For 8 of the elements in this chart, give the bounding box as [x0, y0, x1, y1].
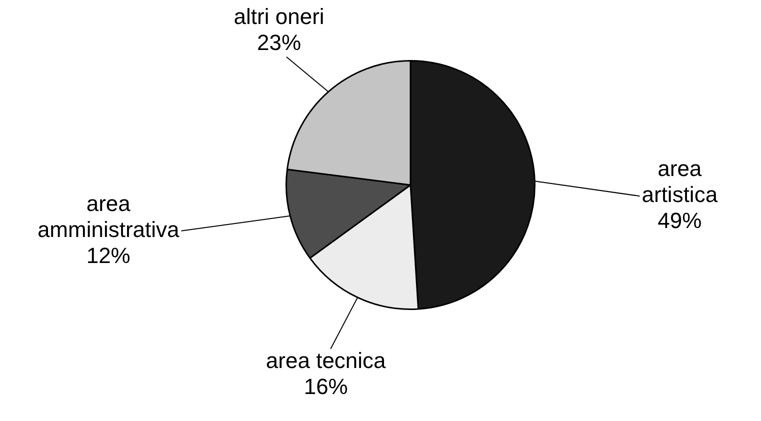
slice-label: altri oneri — [234, 4, 324, 29]
data-label: 49% — [658, 208, 702, 234]
data-label: 23% — [257, 30, 302, 55]
slice-label: area tecnica — [266, 348, 387, 373]
slice-label: area artistica — [642, 156, 718, 208]
data-label: 12% — [86, 242, 130, 268]
data-label: 16% — [304, 374, 348, 399]
slice-label: area amministrativa — [37, 190, 180, 242]
